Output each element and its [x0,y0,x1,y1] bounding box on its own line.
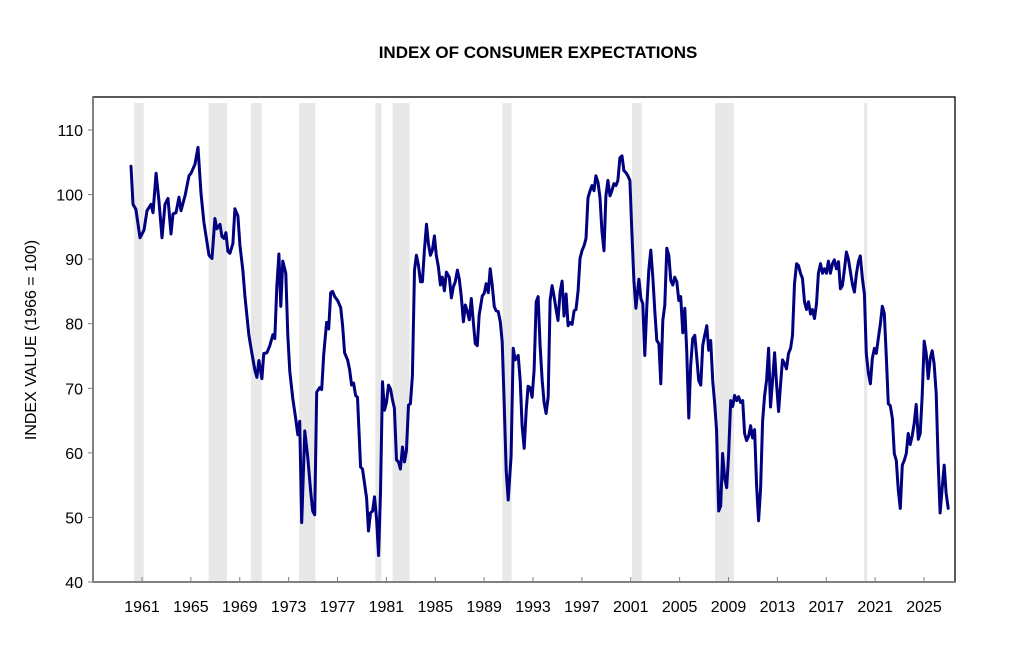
y-tick-label: 100 [56,188,83,205]
recession-band [134,103,144,582]
y-tick-label: 90 [65,252,83,269]
y-tick-label: 70 [65,381,83,398]
x-tick-label: 2005 [662,599,698,616]
y-tick-label: 110 [57,123,83,140]
y-axis-ticks: 40 50 60 70 80 90 100 110 [56,123,93,592]
series-line-group [129,145,950,557]
recession-band [392,103,410,582]
x-tick-label: 1973 [271,599,307,616]
y-tick-label: 60 [65,446,83,463]
x-tick-label: 1993 [515,599,551,616]
y-tick-label: 80 [65,317,83,334]
chart-title: INDEX OF CONSUMER EXPECTATIONS [379,43,698,62]
x-tick-label: 1961 [124,599,160,616]
y-tick-label: 50 [65,510,83,527]
x-tick-label: 2009 [711,599,747,616]
y-tick-label: 40 [65,575,83,592]
recession-band [631,103,642,582]
x-tick-label: 2021 [857,599,893,616]
x-tick-label: 1989 [466,599,502,616]
x-axis-ticks: 1961 1965 1969 1973 1977 1981 1985 1989 1993 1997… [124,577,942,616]
series-line [129,145,950,557]
x-tick-label: 1965 [173,599,209,616]
x-tick-label: 1985 [417,599,453,616]
x-tick-label: 1977 [320,599,356,616]
x-tick-label: 1997 [564,599,600,616]
x-tick-label: 2017 [808,599,844,616]
x-tick-label: 1981 [369,599,405,616]
recession-band [250,103,262,582]
x-tick-label: 2013 [760,599,796,616]
y-axis-label: INDEX VALUE (1966 = 100) [23,240,40,440]
x-tick-label: 1969 [222,599,258,616]
recession-band [502,103,512,582]
x-tick-label: 2025 [906,599,942,616]
x-tick-label: 2001 [613,599,649,616]
recession-band [375,103,382,582]
recession-band [208,103,227,582]
